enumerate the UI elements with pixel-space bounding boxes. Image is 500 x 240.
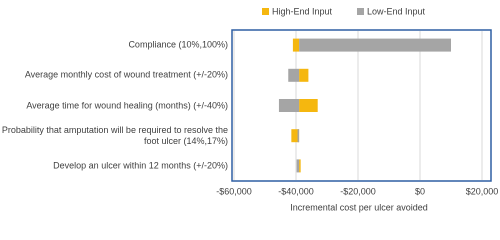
bar bbox=[299, 68, 309, 82]
category-label: Develop an ulcer within 12 months (+/-20… bbox=[53, 160, 228, 171]
chart: Incremental cost per ulcer avoided -$60,… bbox=[1, 6, 499, 212]
legend-label: High-End Input bbox=[272, 6, 333, 16]
bar bbox=[296, 159, 300, 173]
bar bbox=[288, 68, 300, 82]
category-label: Probability that amputation will be requ… bbox=[1, 124, 228, 146]
legend-swatch bbox=[262, 8, 269, 15]
x-tick-label: -$60,000 bbox=[216, 186, 252, 196]
bar bbox=[292, 38, 300, 52]
x-axis-label: Incremental cost per ulcer avoided bbox=[290, 202, 428, 212]
category-label: Compliance (10%,100%) bbox=[128, 39, 228, 50]
bar bbox=[297, 129, 300, 143]
chart-svg: Incremental cost per ulcer avoided -$60,… bbox=[216, 6, 499, 212]
x-tick-label: -$40,000 bbox=[278, 186, 314, 196]
bar bbox=[278, 99, 300, 112]
x-tick-label: $0 bbox=[415, 186, 425, 196]
legend-label: Low-End Input bbox=[367, 6, 426, 16]
x-tick-label: $20,000 bbox=[466, 186, 499, 196]
bar bbox=[299, 99, 318, 112]
category-label: Average time for wound healing (months) … bbox=[26, 100, 228, 110]
category-label: Average monthly cost of wound treatment … bbox=[24, 69, 228, 80]
bar bbox=[299, 159, 301, 173]
plot-frame bbox=[231, 29, 492, 182]
bar bbox=[291, 129, 300, 143]
bar bbox=[299, 38, 451, 52]
legend-swatch bbox=[357, 8, 364, 15]
x-tick-label: -$20,000 bbox=[340, 186, 376, 196]
